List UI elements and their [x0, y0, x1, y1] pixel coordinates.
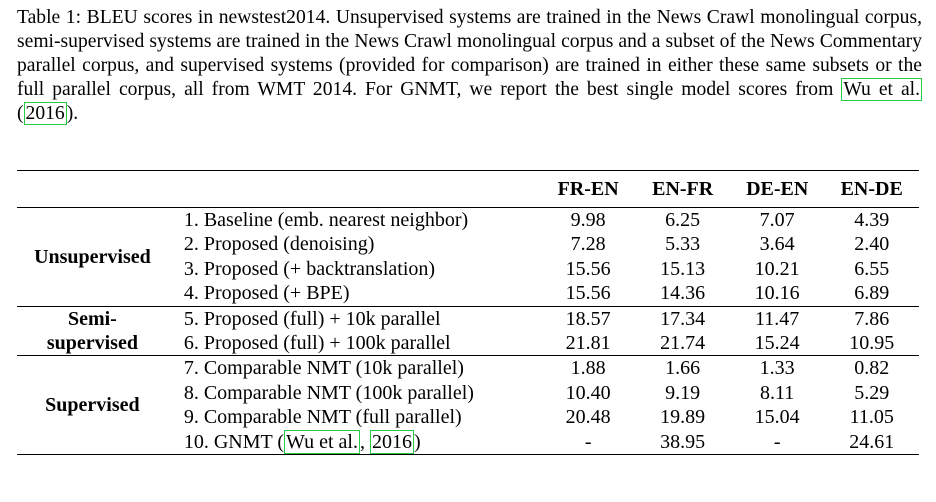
- score-cell: -: [773, 430, 781, 453]
- group-label-supervised: Supervised: [45, 394, 140, 417]
- table-row: 4. Proposed (+ BPE) 15.56 14.36 10.16 6.…: [17, 281, 919, 306]
- score-cell: 24.61: [849, 430, 895, 453]
- score-cell: 20.48: [565, 406, 611, 429]
- score-cell: 14.36: [660, 282, 706, 305]
- bleu-results-table: FR-EN EN-FR DE-EN EN-DE Unsupervised 1. …: [17, 170, 919, 455]
- table-row: 10. GNMT (Wu et al., 2016) - 38.95 - 24.…: [17, 429, 919, 455]
- system-name: 5. Proposed (full) + 10k parallel: [183, 307, 441, 330]
- score-cell: 6.89: [854, 282, 890, 305]
- column-header-de-en: DE-EN: [746, 177, 809, 200]
- score-cell: 15.04: [754, 406, 800, 429]
- score-cell: 11.47: [755, 307, 800, 330]
- score-cell: 2.40: [854, 233, 890, 256]
- score-cell: 4.39: [854, 209, 890, 231]
- table-header-row: FR-EN EN-FR DE-EN EN-DE: [17, 170, 919, 208]
- score-cell: -: [584, 430, 592, 453]
- system-name: 3. Proposed (+ backtranslation): [183, 257, 436, 280]
- table-row: 8. Comparable NMT (100k parallel) 10.40 …: [17, 381, 919, 405]
- column-header-en-fr: EN-FR: [652, 177, 714, 200]
- system-name: 7. Comparable NMT (10k parallel): [183, 357, 464, 380]
- table-row: 3. Proposed (+ backtranslation) 15.56 15…: [17, 257, 919, 281]
- score-cell: 21.81: [565, 332, 611, 355]
- score-cell: 19.89: [660, 406, 706, 429]
- table-row: Unsupervised 1. Baseline (emb. nearest n…: [17, 207, 919, 268]
- score-cell: 5.33: [665, 233, 701, 256]
- score-cell: 5.29: [854, 381, 890, 404]
- system-name: 4. Proposed (+ BPE): [183, 282, 350, 305]
- score-cell: 18.57: [565, 307, 611, 330]
- score-cell: 8.11: [760, 381, 795, 404]
- group-label-unsupervised: Unsupervised: [34, 245, 151, 268]
- score-cell: 7.07: [759, 209, 795, 231]
- table-row: 6. Proposed (full) + 100k parallel 21.81…: [17, 331, 919, 356]
- score-cell: 9.98: [570, 209, 606, 231]
- score-cell: 17.34: [660, 307, 706, 330]
- score-cell: 15.24: [754, 332, 800, 355]
- system-name: 6. Proposed (full) + 100k parallel: [183, 332, 451, 355]
- citation-link-year[interactable]: 2016: [369, 429, 414, 454]
- score-cell: 10.40: [565, 381, 611, 404]
- system-name: 2. Proposed (denoising): [183, 233, 375, 256]
- table-row: Supervised 7. Comparable NMT (10k parall…: [17, 355, 919, 416]
- table-row: 9. Comparable NMT (full parallel) 20.48 …: [17, 405, 919, 429]
- score-cell: 3.64: [759, 233, 795, 256]
- score-cell: 15.56: [565, 282, 611, 305]
- score-cell: 11.05: [849, 406, 894, 429]
- table-row: Semi-supervised 5. Proposed (full) + 10k…: [17, 306, 919, 354]
- caption-text: Table 1: BLEU scores in newstest2014. Un…: [17, 7, 922, 100]
- citation-link-year[interactable]: 2016: [23, 102, 67, 125]
- score-cell: 15.13: [660, 257, 706, 280]
- score-cell: 10.21: [754, 257, 800, 280]
- column-header-fr-en: FR-EN: [557, 177, 619, 200]
- score-cell: 1.88: [570, 357, 606, 380]
- score-cell: 0.82: [854, 357, 890, 380]
- citation-link-author[interactable]: Wu et al.: [284, 429, 360, 454]
- column-header-en-de: EN-DE: [840, 177, 903, 200]
- score-cell: 21.74: [660, 332, 706, 355]
- system-name: 9. Comparable NMT (full parallel): [183, 406, 462, 429]
- score-cell: 6.25: [665, 209, 701, 231]
- score-cell: 7.28: [570, 233, 606, 256]
- score-cell: 10.95: [849, 332, 895, 355]
- table-row: 2. Proposed (denoising) 7.28 5.33 3.64 2…: [17, 232, 919, 256]
- group-label-semi-supervised: Semi-supervised: [46, 307, 138, 355]
- score-cell: 1.33: [759, 357, 795, 380]
- score-cell: 1.66: [665, 357, 701, 380]
- citation-link-author[interactable]: Wu et al.: [841, 78, 923, 101]
- score-cell: 6.55: [854, 257, 890, 280]
- system-name: 10. GNMT (Wu et al., 2016): [183, 429, 421, 454]
- system-name: 1. Baseline (emb. nearest neighbor): [183, 209, 469, 231]
- score-cell: 9.19: [665, 381, 701, 404]
- system-name: 8. Comparable NMT (100k parallel): [183, 381, 474, 404]
- score-cell: 10.16: [754, 282, 800, 305]
- score-cell: 38.95: [660, 430, 706, 453]
- score-cell: 15.56: [565, 257, 611, 280]
- score-cell: 7.86: [854, 307, 890, 330]
- table-caption: Table 1: BLEU scores in newstest2014. Un…: [17, 7, 923, 125]
